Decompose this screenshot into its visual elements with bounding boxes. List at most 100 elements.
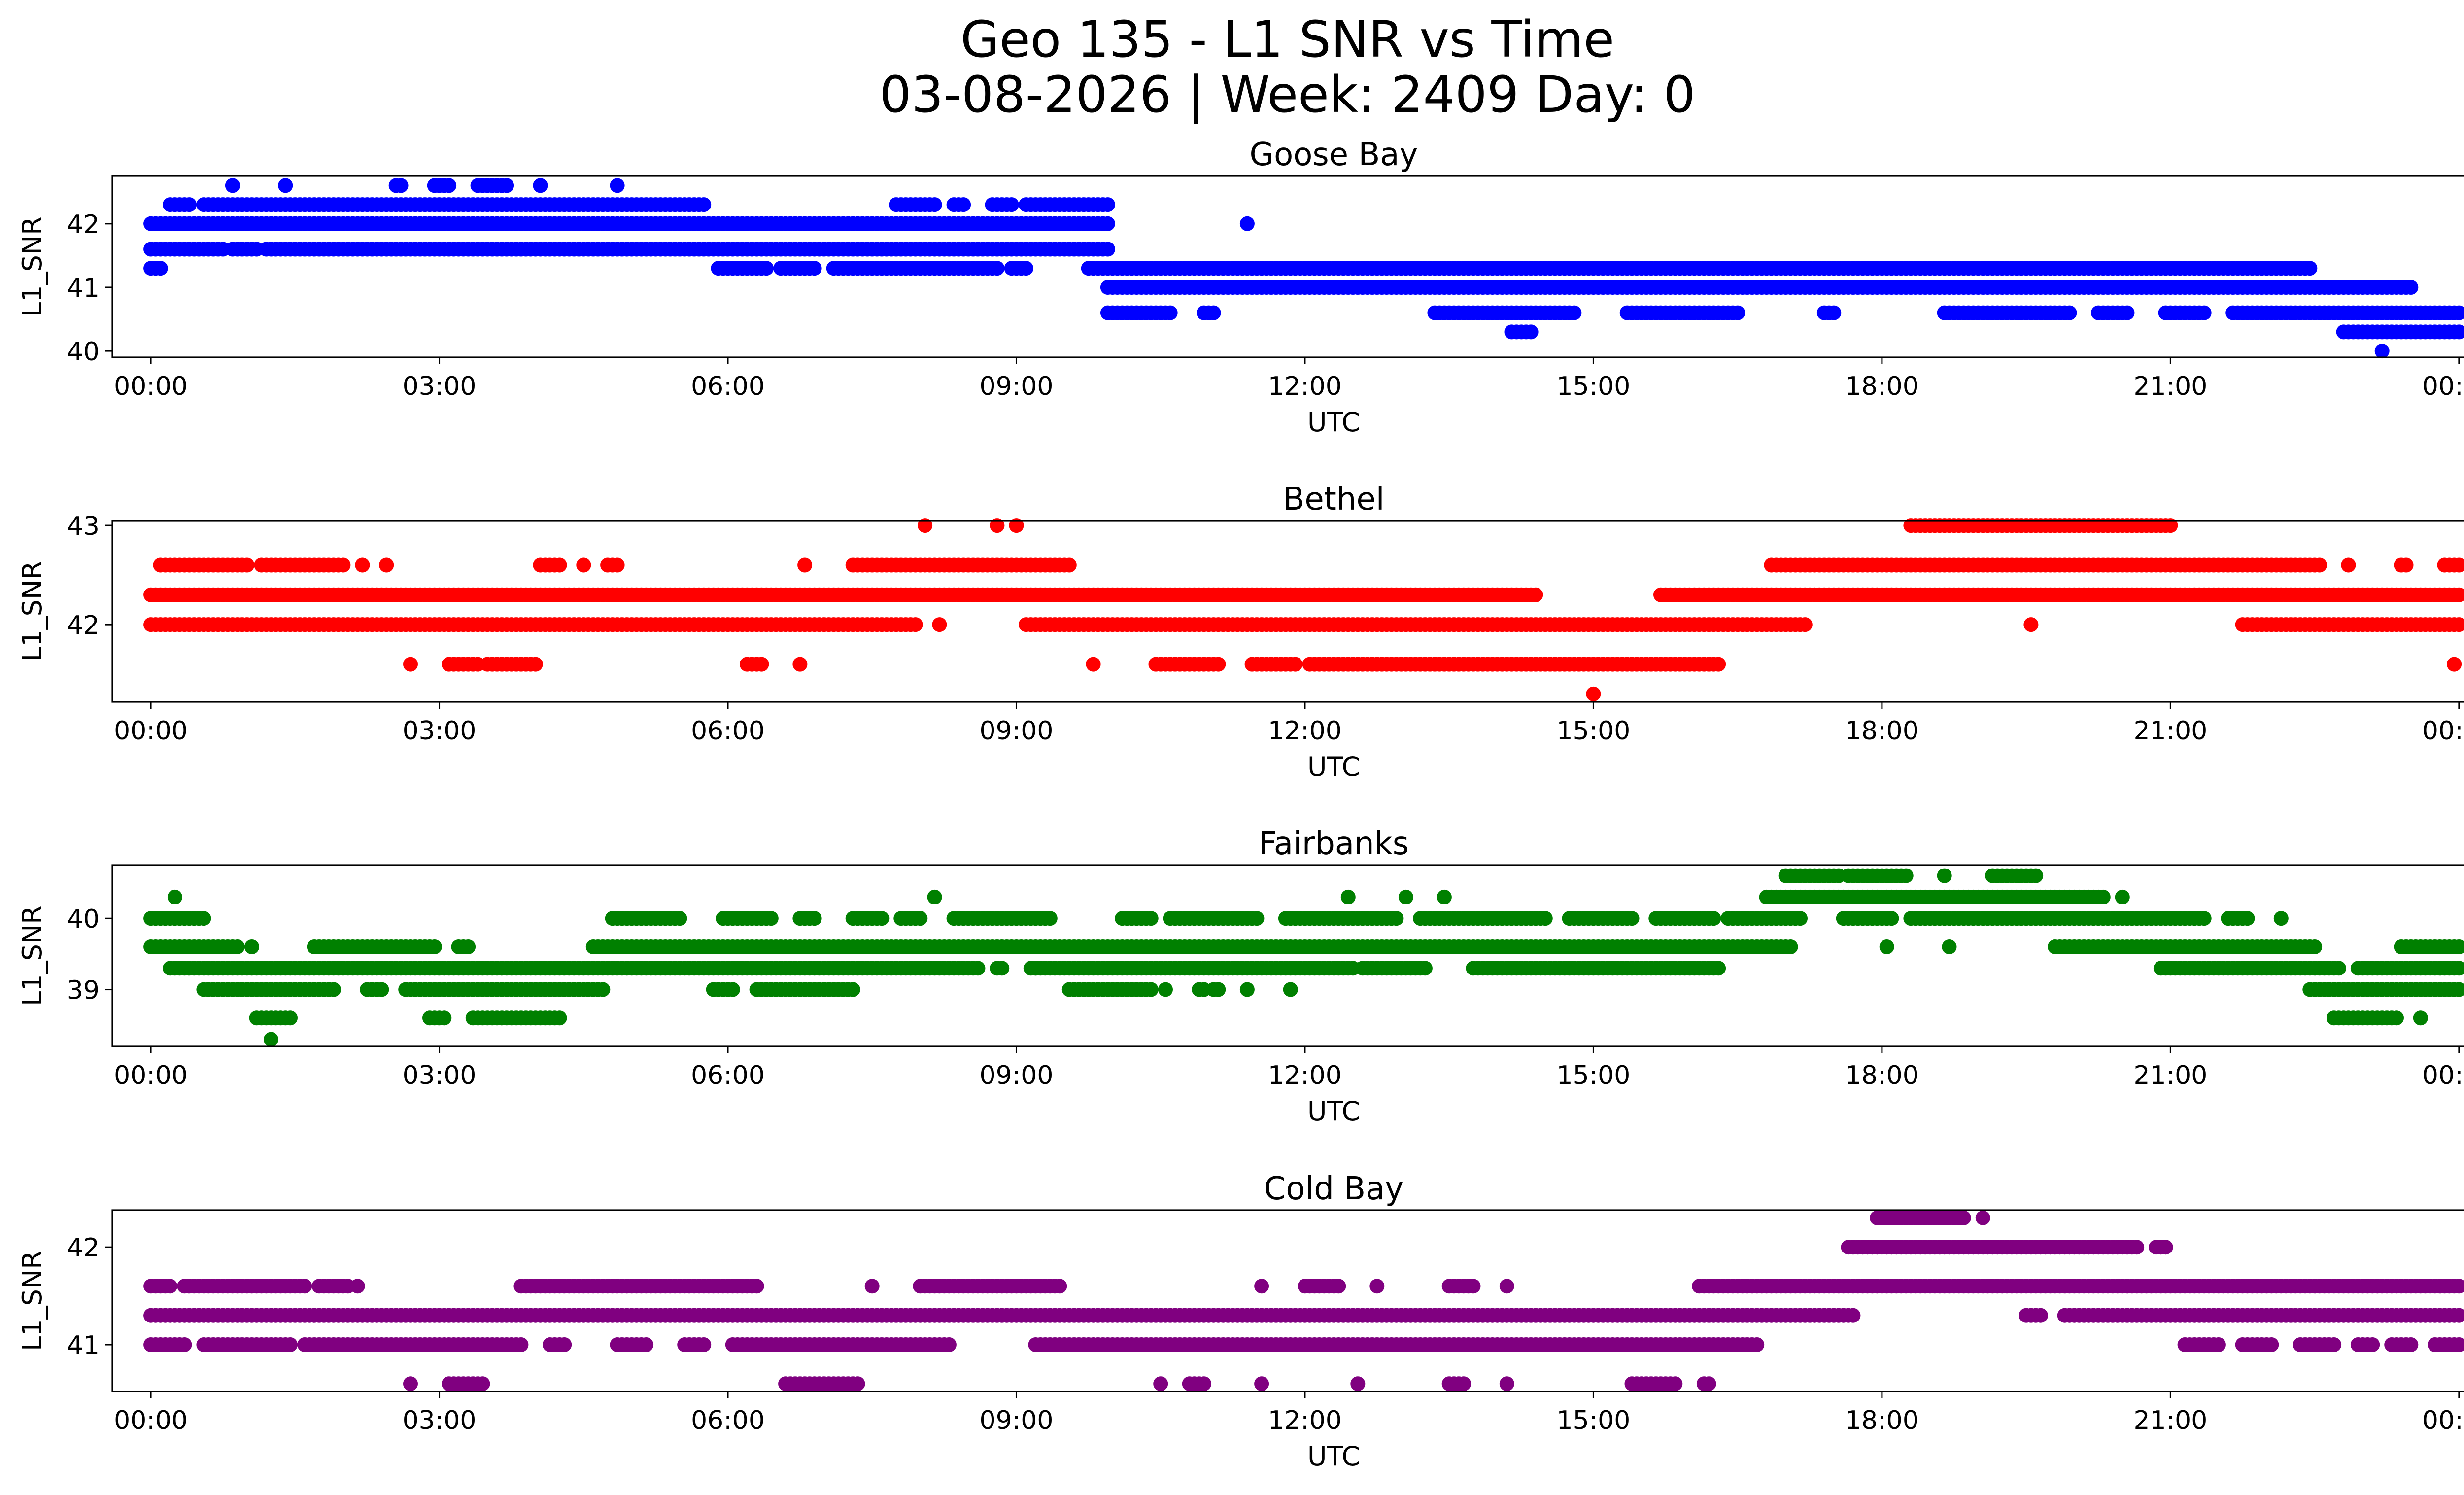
x-tick-label: 00:00	[114, 372, 188, 401]
y-tick-label: 41	[67, 274, 100, 303]
data-point	[792, 657, 808, 672]
data-point	[908, 617, 923, 632]
data-point	[1437, 889, 1452, 904]
x-tick-label: 00:00	[2422, 372, 2464, 401]
x-tick-label: 15:00	[1556, 372, 1630, 401]
data-point	[1158, 982, 1173, 997]
data-point	[874, 911, 890, 926]
data-point	[1730, 305, 1745, 320]
data-point	[927, 197, 942, 212]
data-point	[1797, 617, 1813, 632]
data-point	[2033, 1308, 2048, 1323]
data-point	[283, 1010, 298, 1026]
data-point	[1239, 982, 1255, 997]
data-point	[283, 1337, 298, 1352]
data-point	[1100, 216, 1115, 231]
data-point	[177, 1337, 192, 1352]
data-point	[437, 1010, 452, 1026]
data-point	[1206, 305, 1221, 320]
data-point	[1061, 557, 1077, 573]
data-point	[153, 261, 168, 276]
x-tick-label: 00:00	[114, 1061, 188, 1090]
data-point	[2451, 1279, 2464, 1294]
data-point	[2451, 324, 2464, 340]
data-point	[1567, 305, 1582, 320]
data-point	[182, 197, 197, 212]
data-point	[2451, 617, 2464, 632]
data-point	[163, 1279, 178, 1294]
x-tick-label: 03:00	[403, 372, 477, 401]
data-point	[2129, 1240, 2145, 1255]
data-point	[990, 518, 1005, 533]
data-point	[1331, 1279, 1346, 1294]
scatter-series	[143, 1210, 2464, 1391]
data-point	[278, 178, 293, 193]
subplot-title: Fairbanks	[1259, 826, 1409, 862]
x-tick-label: 09:00	[980, 372, 1054, 401]
data-point	[1249, 911, 1265, 926]
data-point	[2196, 305, 2212, 320]
data-point	[956, 197, 971, 212]
x-axis-label: UTC	[1307, 751, 1360, 782]
data-point	[1586, 686, 1601, 701]
data-point	[970, 961, 986, 976]
data-point	[1100, 197, 1115, 212]
data-point	[2158, 1240, 2173, 1255]
data-point	[2115, 889, 2130, 904]
data-point	[2447, 657, 2462, 672]
data-point	[264, 1032, 278, 1047]
data-point	[1211, 657, 1226, 672]
data-point	[1975, 1210, 1990, 1225]
data-point	[2302, 261, 2318, 276]
data-point	[749, 1279, 764, 1294]
x-tick-label: 12:00	[1268, 716, 1342, 746]
x-tick-label: 21:00	[2133, 1061, 2207, 1090]
data-point	[2389, 1010, 2404, 1026]
data-point	[725, 982, 740, 997]
x-tick-label: 21:00	[2133, 372, 2207, 401]
data-point	[1009, 518, 1024, 533]
x-tick-label: 06:00	[691, 1061, 765, 1090]
axes-frame	[111, 864, 2464, 1047]
data-point	[845, 982, 860, 997]
y-tick-label: 40	[67, 904, 100, 934]
data-point	[2403, 280, 2419, 295]
data-point	[2240, 911, 2255, 926]
scatter-series	[143, 178, 2464, 359]
axes-frame	[111, 175, 2464, 358]
data-point	[932, 617, 947, 632]
data-point	[374, 982, 389, 997]
subplot-title: Goose Bay	[1250, 137, 1418, 173]
x-tick-label: 12:00	[1268, 1061, 1342, 1090]
data-point	[576, 557, 591, 573]
x-tick-label: 21:00	[2133, 716, 2207, 746]
data-point	[1884, 911, 1899, 926]
data-point	[393, 178, 409, 193]
data-point	[639, 1337, 654, 1352]
data-point	[427, 939, 442, 954]
x-axis-label: UTC	[1307, 407, 1360, 438]
data-point	[2331, 961, 2346, 976]
scatter-series	[143, 868, 2464, 1047]
data-point	[807, 261, 822, 276]
x-tick-label: 18:00	[1845, 372, 1919, 401]
data-point	[797, 557, 813, 573]
subplot-title: Cold Bay	[1264, 1171, 1404, 1207]
data-point	[1288, 657, 1303, 672]
data-point	[2451, 939, 2464, 954]
data-point	[1143, 911, 1159, 926]
data-point	[2451, 982, 2464, 997]
data-point	[990, 261, 1005, 276]
data-point	[927, 889, 942, 904]
data-point	[1389, 911, 1404, 926]
data-point	[2451, 961, 2464, 976]
data-point	[807, 911, 822, 926]
data-point	[595, 982, 611, 997]
data-point	[1004, 197, 1019, 212]
data-point	[918, 518, 933, 533]
y-axis-label: L1_SNR	[17, 905, 48, 1006]
data-point	[1254, 1279, 1269, 1294]
figure-title-line-1: Geo 135 - L1 SNR vs Time	[960, 10, 1614, 69]
